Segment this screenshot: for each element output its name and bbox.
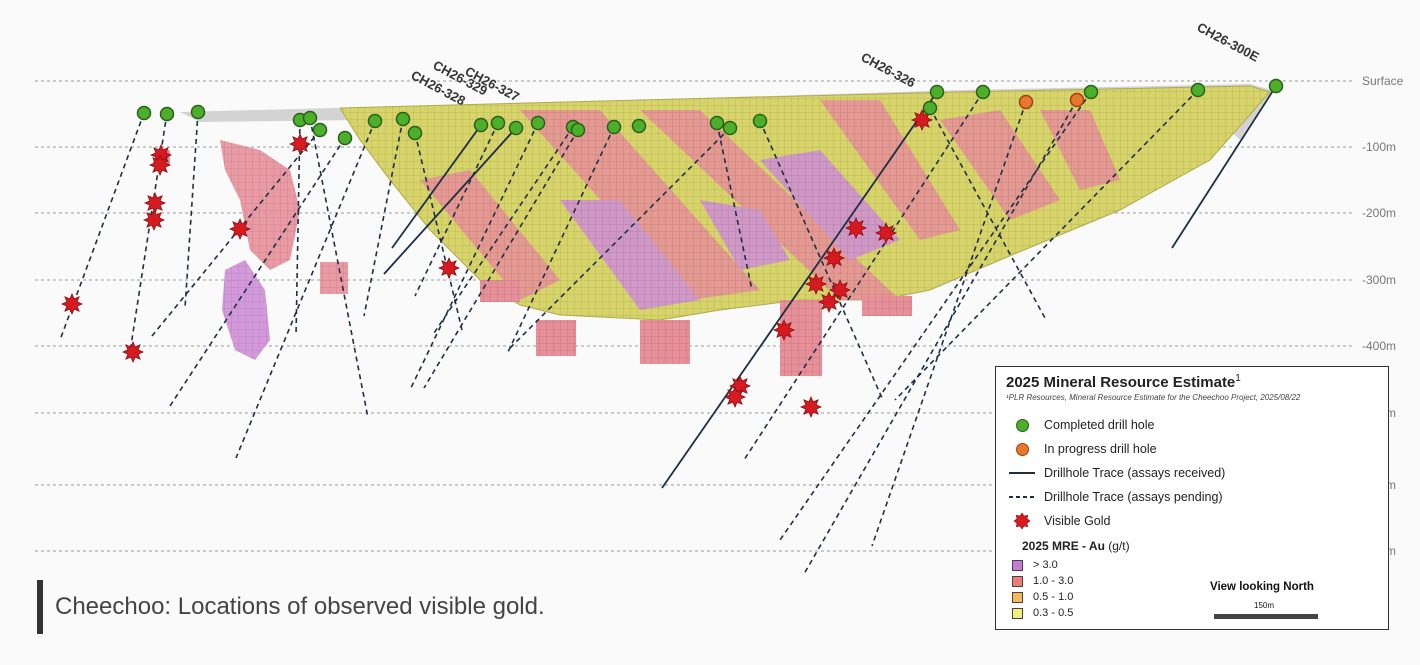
gold-star-icon — [1013, 512, 1031, 530]
grade-row: > 3.0 — [1012, 559, 1058, 571]
depth-label: -400m — [1362, 339, 1396, 353]
legend-item-trace-received: Drillhole Trace (assays received) — [1008, 465, 1225, 481]
completed-collar — [367, 113, 383, 129]
completed-collar — [530, 115, 546, 131]
hole-label: CH26-300E — [1195, 19, 1262, 64]
completed-collar — [136, 105, 152, 121]
in-progress-collar — [1069, 92, 1085, 108]
drillhole-traces-received — [383, 85, 1277, 489]
completed-collar — [1083, 84, 1099, 100]
completed-collar — [709, 115, 725, 131]
hole-label: CH26-326 — [859, 49, 918, 90]
completed-collar — [395, 111, 411, 127]
drill-collars — [136, 78, 1284, 146]
depth-label: -300m — [1362, 273, 1396, 287]
grade-swatch — [1012, 591, 1023, 603]
completed-collar — [473, 117, 489, 133]
grade-swatch — [1012, 607, 1023, 619]
visible-gold-marker — [437, 256, 461, 280]
completed-collar — [631, 118, 647, 134]
grade-row: 0.5 - 1.0 — [1012, 591, 1073, 603]
completed-collar — [606, 119, 622, 135]
legend-panel: 2025 Mineral Resource Estimate1 ¹PLR Res… — [995, 366, 1389, 630]
legend-item-visible-gold: Visible Gold — [1008, 512, 1110, 530]
visible-gold-marker — [228, 217, 252, 241]
grade-swatch — [1012, 575, 1023, 587]
completed-collar — [922, 100, 938, 116]
visible-gold-markers — [60, 108, 934, 419]
legend-item-completed: Completed drill hole — [1008, 417, 1154, 433]
solid-line-icon — [1009, 472, 1035, 474]
in-progress-hole-icon — [1015, 442, 1029, 456]
visible-gold-marker — [143, 191, 167, 215]
visible-gold-marker — [60, 292, 84, 316]
completed-collar — [302, 110, 318, 126]
figure-caption: Cheechoo: Locations of observed visible … — [37, 580, 545, 634]
legend-title: 2025 Mineral Resource Estimate1 — [1006, 373, 1241, 391]
visible-gold-marker — [142, 208, 166, 232]
legend-item-trace-pending: Drillhole Trace (assays pending) — [1008, 489, 1223, 505]
visible-gold-marker — [804, 272, 828, 296]
scale-label: 150m — [1254, 601, 1275, 610]
completed-collar — [490, 115, 506, 131]
visible-gold-marker — [723, 385, 747, 409]
grade-swatch — [1012, 559, 1023, 571]
completed-collar — [407, 125, 423, 141]
depth-label: -200m — [1362, 206, 1396, 220]
grade-row: 1.0 - 3.0 — [1012, 575, 1073, 587]
completed-collar — [312, 122, 328, 138]
depth-label: -100m — [1362, 140, 1396, 154]
completed-collar — [752, 113, 768, 129]
visible-gold-marker — [288, 132, 312, 156]
grade-row: 0.3 - 0.5 — [1012, 607, 1073, 619]
completed-collar — [159, 106, 175, 122]
visible-gold-marker — [772, 318, 796, 342]
view-direction-label: View looking North — [1210, 581, 1314, 593]
drillhole-traces-pending — [59, 89, 1199, 575]
completed-collar — [190, 104, 206, 120]
completed-collar — [975, 84, 991, 100]
visible-gold-marker — [148, 153, 172, 177]
visible-gold-marker — [822, 246, 846, 270]
legend-item-in-progress: In progress drill hole — [1008, 441, 1157, 457]
visible-gold-marker — [799, 395, 823, 419]
visible-gold-marker — [844, 216, 868, 240]
visible-gold-marker — [874, 221, 898, 245]
completed-collar — [722, 120, 738, 136]
scale-bar — [1214, 614, 1318, 619]
completed-hole-icon — [1015, 418, 1029, 432]
completed-collar — [508, 120, 524, 136]
mre-heading: 2025 MRE - Au (g/t) — [1022, 539, 1130, 553]
legend-footnote: ¹PLR Resources, Mineral Resource Estimat… — [1006, 393, 1301, 402]
depth-label: Surface — [1362, 74, 1404, 88]
completed-collar — [1268, 78, 1284, 94]
dashed-line-icon — [1009, 496, 1035, 498]
in-progress-collar — [1018, 94, 1034, 110]
visible-gold-marker — [817, 290, 841, 314]
satellite-blocks — [158, 140, 348, 360]
visible-gold-marker — [121, 340, 145, 364]
completed-collar — [929, 84, 945, 100]
completed-collar — [337, 130, 353, 146]
completed-collar — [570, 122, 586, 138]
visible-gold-marker — [910, 108, 934, 132]
completed-collar — [1190, 82, 1206, 98]
